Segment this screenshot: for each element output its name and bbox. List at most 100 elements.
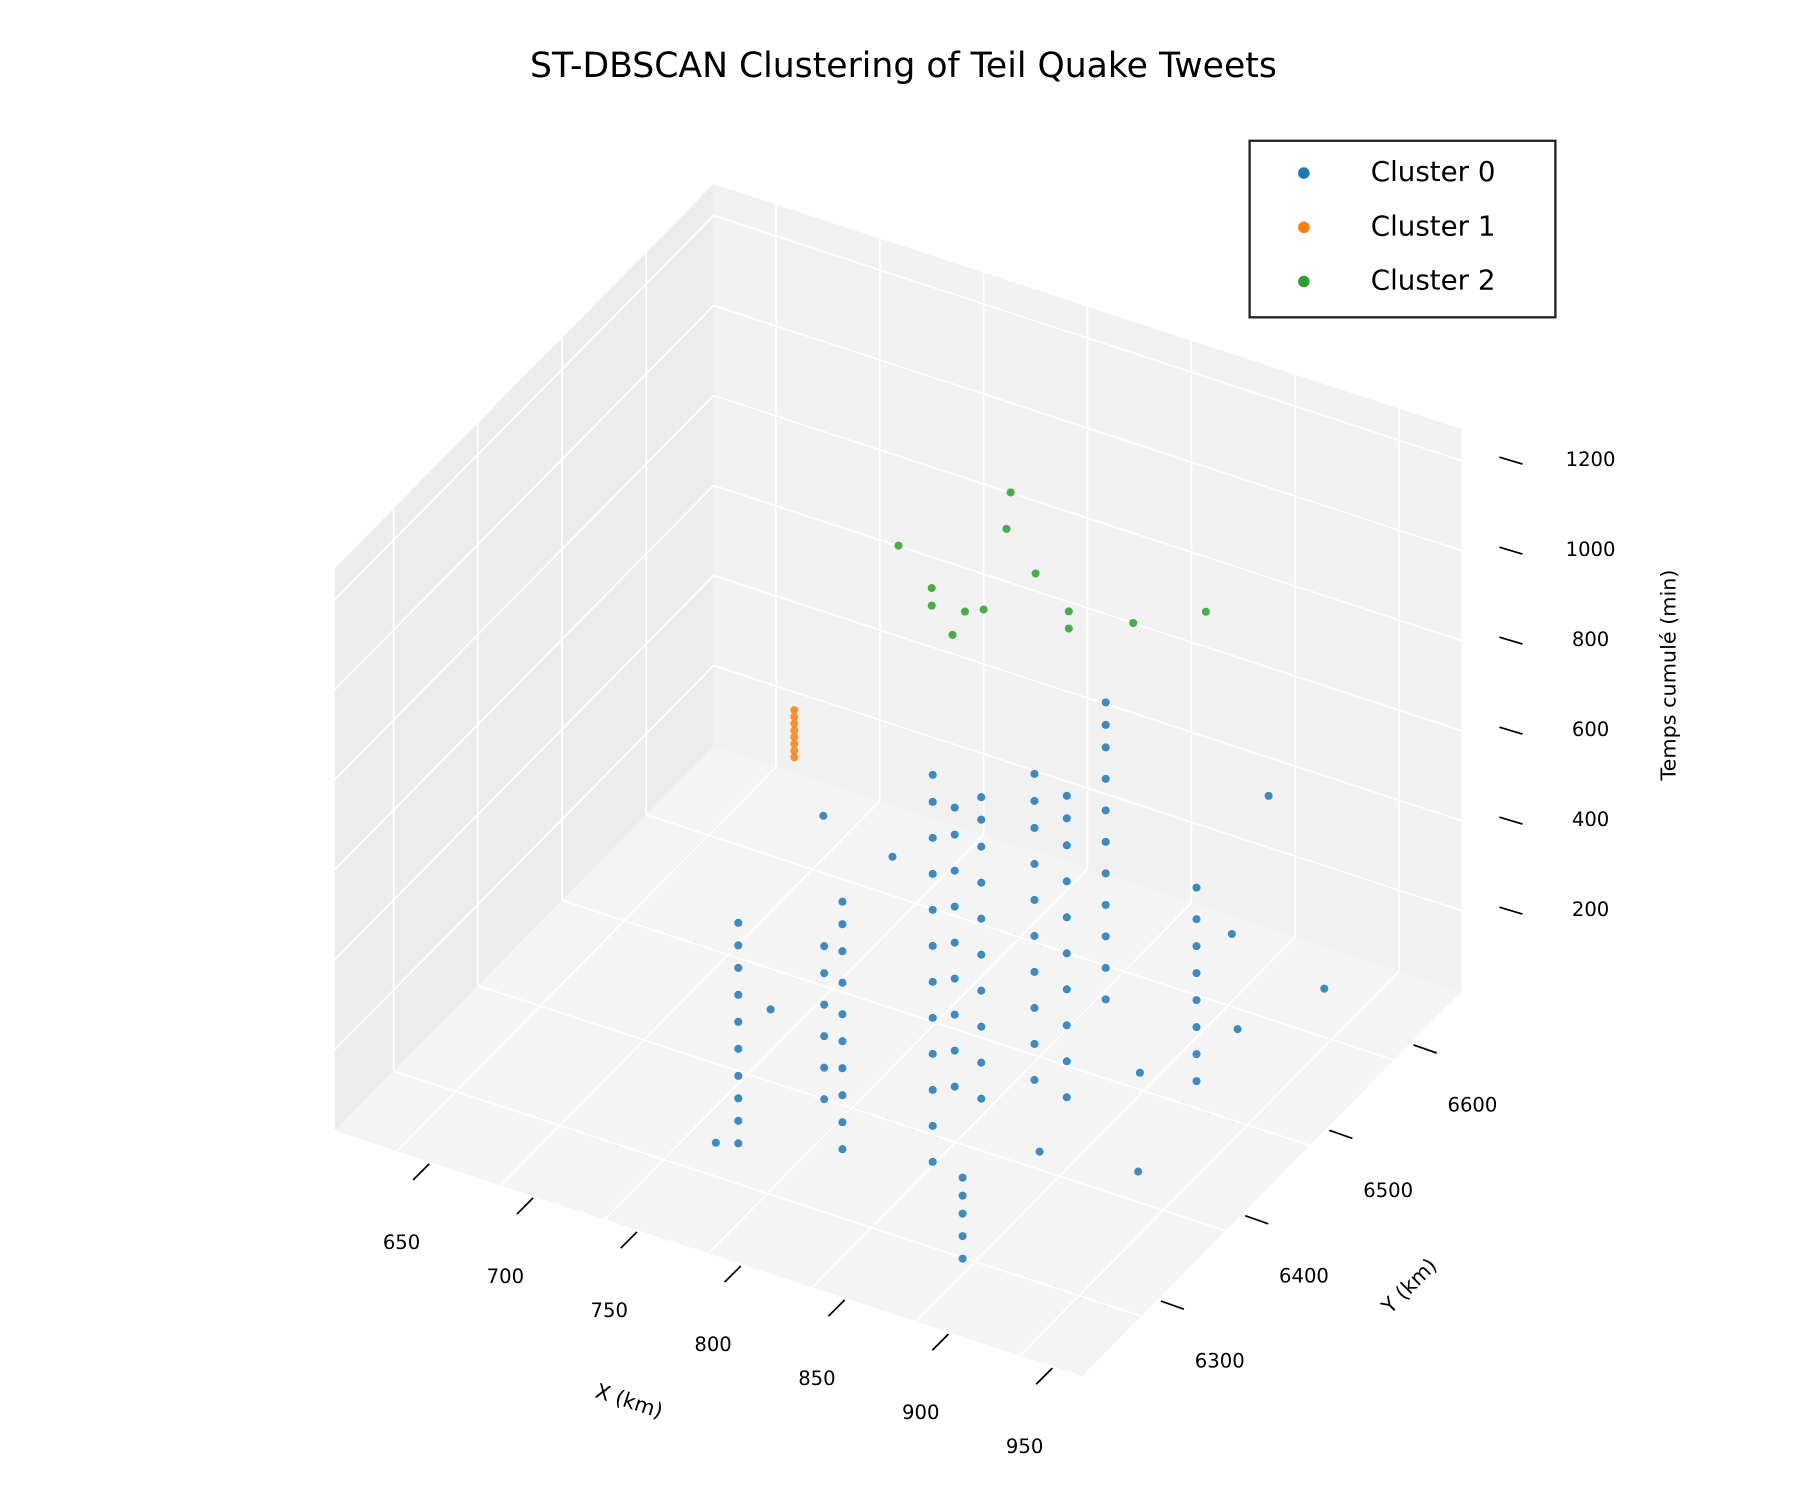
data-point: [1030, 1003, 1039, 1012]
data-point: [950, 938, 959, 947]
y-tick-mark: [1413, 1044, 1437, 1054]
data-point: [1192, 969, 1201, 978]
data-point: [950, 830, 959, 839]
x-tick-mark: [620, 1231, 638, 1249]
data-point: [1101, 743, 1110, 752]
z-tick-label: 200: [1572, 898, 1609, 921]
y-tick-mark: [1160, 1300, 1185, 1310]
grid-line: [713, 484, 1462, 732]
data-point: [838, 978, 847, 987]
data-point: [950, 803, 959, 812]
z-tick-mark: [1499, 816, 1523, 825]
grid-line: [333, 394, 715, 781]
legend-label: Cluster 0: [1371, 155, 1496, 188]
grid-line: [603, 834, 985, 1220]
data-point: [790, 719, 799, 728]
data-point: [977, 1094, 986, 1103]
data-point: [1192, 1050, 1201, 1059]
grid-line: [713, 304, 1462, 552]
x-tick-label: 700: [487, 1265, 524, 1288]
data-point: [1002, 524, 1011, 533]
legend-marker: [1298, 275, 1310, 288]
data-point: [820, 1000, 829, 1009]
data-point: [1101, 837, 1110, 846]
data-point: [1192, 1077, 1201, 1086]
data-point: [977, 1022, 986, 1031]
grid-line: [811, 902, 1192, 1288]
data-point: [1101, 774, 1110, 783]
x-tick-label: 950: [1006, 1435, 1043, 1458]
data-point: [1062, 877, 1071, 886]
grid-line: [333, 484, 715, 871]
data-point: [838, 1010, 847, 1019]
data-point: [927, 601, 936, 610]
data-point: [734, 1139, 743, 1148]
data-point: [950, 974, 959, 983]
data-point: [1134, 1167, 1143, 1176]
data-point: [1101, 900, 1110, 909]
data-point: [1030, 967, 1039, 976]
data-point: [948, 630, 957, 639]
data-point: [790, 753, 799, 762]
x-tick-mark: [724, 1265, 742, 1283]
data-point: [1030, 859, 1039, 868]
data-point: [1062, 1021, 1071, 1030]
data-point: [894, 541, 903, 550]
data-point: [838, 1037, 847, 1046]
data-point: [977, 986, 986, 995]
data-point: [790, 746, 799, 755]
data-point: [1101, 932, 1110, 941]
data-point: [1031, 569, 1040, 578]
data-point: [711, 1138, 720, 1147]
x-tick-label: 850: [798, 1367, 835, 1390]
data-point: [1064, 624, 1073, 633]
data-point: [977, 793, 986, 802]
data-point: [838, 947, 847, 956]
legend-label: Cluster 2: [1371, 264, 1496, 297]
data-point: [838, 897, 847, 906]
data-point: [958, 1209, 967, 1218]
grid-line: [393, 1070, 1142, 1317]
data-point: [734, 1044, 743, 1053]
z-tick-mark: [1499, 456, 1523, 465]
grid-line: [713, 214, 1462, 462]
data-point: [1064, 607, 1073, 616]
data-point: [928, 1157, 937, 1166]
data-point: [979, 605, 988, 614]
x-tick-label: 900: [902, 1401, 939, 1424]
z-axis-label: Temps cumulé (min): [1657, 569, 1681, 781]
z-tick-mark: [1499, 546, 1523, 555]
x-tick-mark: [931, 1333, 950, 1351]
data-point: [790, 706, 799, 715]
grid-line: [713, 574, 1462, 822]
z-tick-label: 1200: [1566, 448, 1616, 471]
grid-line: [333, 664, 715, 1051]
data-point: [928, 1085, 937, 1094]
data-point: [819, 811, 828, 820]
data-point: [950, 1082, 959, 1091]
grid-line: [500, 800, 881, 1186]
data-point: [1030, 895, 1039, 904]
data-point: [1101, 963, 1110, 972]
data-point: [838, 1145, 847, 1154]
data-point: [1227, 929, 1236, 938]
data-point: [1006, 488, 1015, 497]
data-point: [838, 920, 847, 929]
y-tick-mark: [1329, 1129, 1353, 1140]
data-point: [820, 969, 829, 978]
data-point: [928, 869, 937, 878]
legend-label: Cluster 1: [1371, 209, 1496, 242]
data-point: [820, 1063, 829, 1072]
z-tick-label: 400: [1572, 808, 1609, 831]
data-point: [790, 726, 799, 735]
x-tick-label: 650: [383, 1231, 420, 1254]
data-point: [958, 1232, 967, 1241]
data-point: [950, 1046, 959, 1055]
data-point: [766, 1005, 775, 1014]
data-point: [928, 1049, 937, 1058]
data-point: [1035, 1147, 1044, 1156]
data-point: [928, 905, 937, 914]
data-point: [928, 941, 937, 950]
grid-line: [645, 814, 1395, 1061]
